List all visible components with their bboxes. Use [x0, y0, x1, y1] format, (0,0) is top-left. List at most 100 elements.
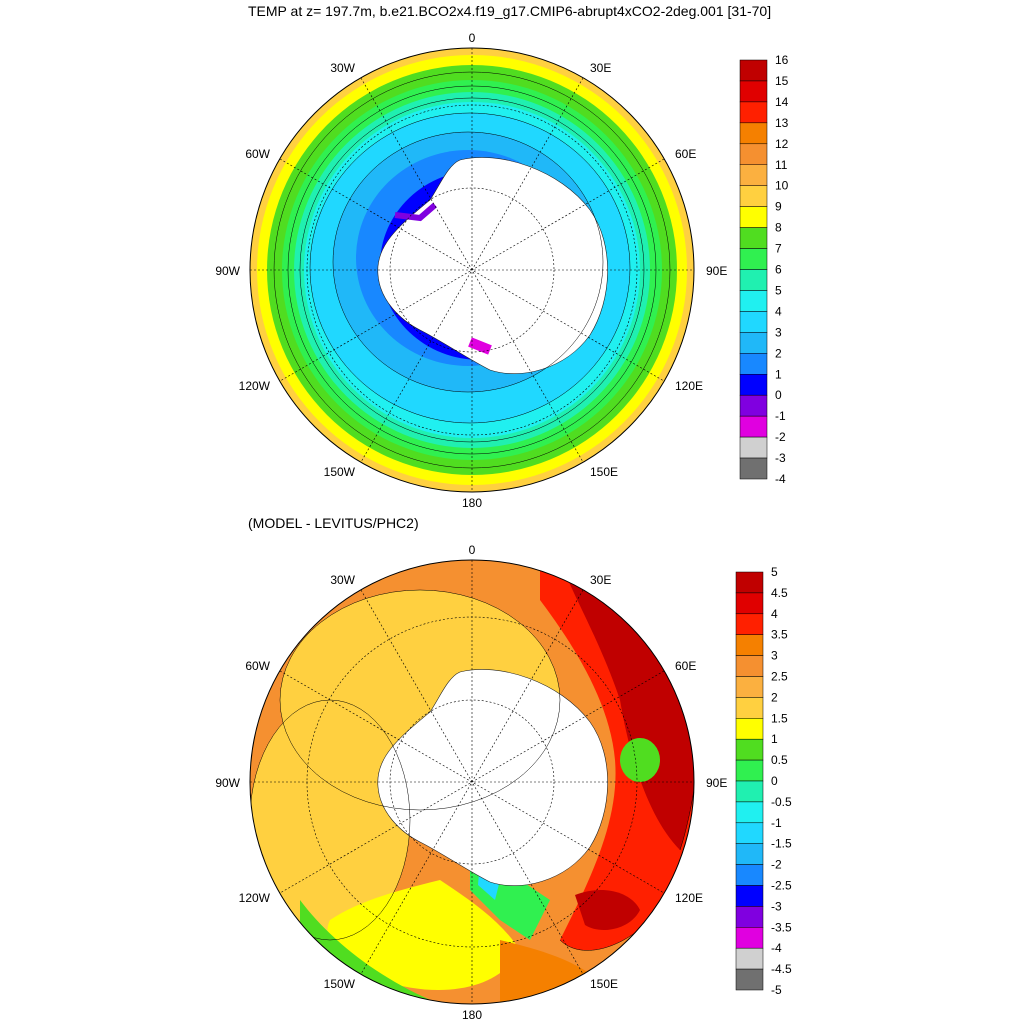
colorbar-swatch: [739, 332, 768, 354]
lon-label: 150W: [324, 465, 356, 479]
lon-label: 60E: [675, 659, 696, 673]
lon-label: 60E: [675, 147, 696, 161]
colorbar-swatch: [739, 290, 768, 312]
colorbar-label: -5: [771, 983, 782, 997]
colorbar-swatch: [739, 248, 768, 270]
colorbar-swatch: [739, 436, 768, 459]
colorbar-swatch: [735, 759, 764, 782]
colorbar-swatch: [739, 122, 768, 145]
colorbar-label: 9: [775, 200, 782, 214]
colorbar-label: 6: [775, 263, 782, 277]
lon-label: 30W: [330, 573, 355, 587]
lon-label: 30E: [590, 573, 611, 587]
colorbar-swatch: [739, 269, 768, 291]
colorbar-label: -3: [775, 451, 786, 465]
colorbar-label: 14: [775, 95, 789, 109]
colorbar-swatch: [739, 415, 768, 438]
colorbar-label: 12: [775, 137, 789, 151]
colorbar-swatch: [739, 101, 768, 124]
colorbar-swatch: [739, 206, 768, 228]
colorbar-label: 1: [775, 367, 782, 381]
colorbar-swatch: [739, 80, 768, 103]
colorbar-label: -0.5: [771, 795, 792, 809]
colorbar-label: 16: [775, 53, 789, 67]
colorbar-label: 10: [775, 179, 789, 193]
colorbar-label: -4.5: [771, 962, 792, 976]
colorbar-label: 0: [775, 388, 782, 402]
colorbar-label: -4: [775, 472, 786, 486]
lon-label: 60W: [245, 147, 270, 161]
lon-label: 60W: [245, 659, 270, 673]
colorbar-label: 0: [771, 774, 778, 788]
colorbar-swatch: [735, 718, 764, 740]
colorbar-label: 4: [775, 304, 782, 318]
map-boundary: [249, 47, 695, 493]
colorbar-label: -1: [775, 409, 786, 423]
lon-label: 120W: [239, 891, 271, 905]
colorbar-label: 0.5: [771, 753, 788, 767]
colorbar-swatch: [735, 697, 764, 719]
lon-label: 150E: [590, 465, 618, 479]
lon-label: 120E: [675, 379, 703, 393]
lon-label: 150W: [324, 977, 356, 991]
colorbar-swatch: [735, 968, 764, 991]
map-boundary: [249, 559, 695, 1005]
lon-label: 0: [469, 31, 476, 45]
colorbar-label: 2.5: [771, 670, 788, 684]
colorbar-label: -3: [771, 899, 782, 913]
colorbar-label: 3: [771, 649, 778, 663]
graticule: [250, 560, 694, 1004]
colorbar-label: 5: [775, 283, 782, 297]
colorbar-swatch: [735, 906, 764, 928]
colorbar-swatch: [739, 394, 768, 417]
colorbar-label: 7: [775, 242, 782, 256]
colorbar-swatch: [735, 738, 764, 761]
colorbar-swatch: [739, 353, 768, 375]
colorbar-swatch: [735, 592, 764, 615]
lon-label: 120E: [675, 891, 703, 905]
colorbar-label: 5: [771, 565, 778, 579]
colorbar-swatch: [739, 374, 768, 396]
colorbar-label: 2: [771, 690, 778, 704]
colorbar-label: -1.5: [771, 837, 792, 851]
colorbar-label: 13: [775, 116, 789, 130]
colorbar-label: 4.5: [771, 586, 788, 600]
lon-label: 0: [469, 543, 476, 557]
colorbar-swatch: [739, 164, 768, 186]
colorbar-swatch: [735, 801, 764, 824]
colorbar-label: -2: [775, 430, 786, 444]
colorbar-label: -3.5: [771, 920, 792, 934]
lon-label: 120W: [239, 379, 271, 393]
lon-label: 90E: [706, 776, 727, 790]
lon-label: 30W: [330, 61, 355, 75]
colorbar-swatch: [735, 843, 764, 865]
colorbar-label: -4: [771, 941, 782, 955]
colorbar-swatch: [735, 613, 764, 635]
colorbar-swatch: [735, 822, 764, 844]
lon-label: 180: [462, 1008, 482, 1022]
colorbar-swatch: [735, 571, 764, 594]
lon-label: 90W: [215, 264, 240, 278]
colorbar-swatch: [739, 143, 768, 166]
lon-label: 30E: [590, 61, 611, 75]
colorbar-label: 8: [775, 221, 782, 235]
panel-title: TEMP at z= 197.7m, b.e21.BCO2x4.f19_g17.…: [248, 3, 772, 19]
colorbar-swatch: [735, 655, 764, 677]
difference-colorbar: 5 4.5 4 3.5 3 2.5 2 1.5 1 0.5 0 -0.5 -1 -1.5 -2 -2.5 -3 -…: [735, 565, 792, 997]
colorbar-swatch: [739, 227, 768, 249]
graticule: [250, 48, 694, 492]
colorbar-label: 4: [771, 607, 778, 621]
difference-polar-map: 0 30E 60E 90E 120E 150E 180 150W 120W 90…: [215, 543, 727, 1022]
lon-label: 180: [462, 496, 482, 510]
colorbar-label: -2.5: [771, 879, 792, 893]
colorbar-label: 1.5: [771, 711, 788, 725]
lon-label: 90E: [706, 264, 727, 278]
lon-label: 150E: [590, 977, 618, 991]
colorbar-swatch: [739, 311, 768, 333]
colorbar-swatch: [735, 634, 764, 656]
colorbar-label: 1: [771, 732, 778, 746]
temperature-polar-map: 0 30E 60E 90E 120E 150E 180 150W 120W 90…: [215, 31, 727, 510]
colorbar-label: -2: [771, 858, 782, 872]
